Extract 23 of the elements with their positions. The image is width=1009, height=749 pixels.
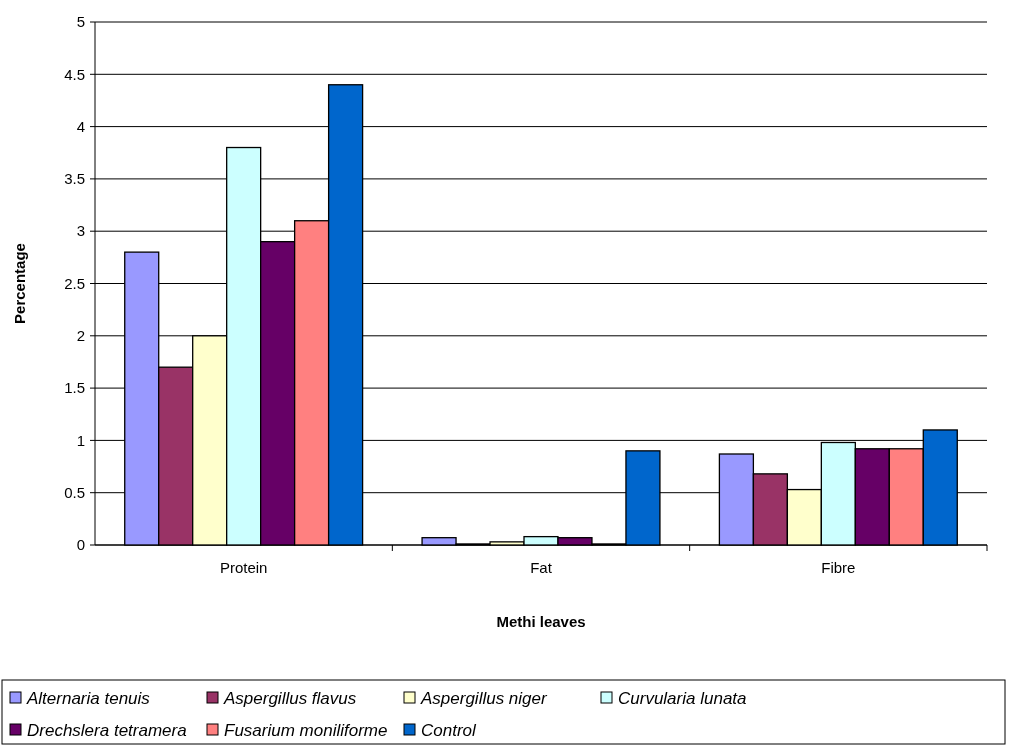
y-tick-label: 1.5	[64, 379, 85, 397]
x-tick-label: Fat	[530, 559, 553, 576]
x-tick-label: Protein	[219, 559, 268, 576]
y-tick-label: 2.5	[64, 274, 85, 292]
y-tick-label: 0.5	[64, 483, 85, 501]
legend-label: Fusarium moniliforme	[224, 720, 388, 740]
y-tick-label: 3.5	[64, 170, 85, 188]
y-tick-label: 3	[76, 222, 85, 240]
y-tick-label: 2	[76, 327, 85, 345]
x-axis-title: Methi leaves	[496, 613, 586, 630]
legend-label: Alternaria tenuis	[26, 688, 151, 708]
y-tick-label: 4.5	[64, 65, 85, 83]
legend-label: Drechslera tetramera	[27, 720, 187, 740]
legend-label: Control	[421, 720, 478, 740]
legend-label: Aspergillus flavus	[223, 688, 357, 708]
y-tick-label: 0	[76, 536, 85, 554]
legend-label: Curvularia lunata	[618, 688, 747, 708]
y-tick-label: 4	[76, 117, 85, 135]
y-tick-label: 5	[76, 13, 85, 31]
x-tick-label: Fibre	[821, 559, 856, 576]
y-tick-label: 1	[76, 431, 85, 449]
y-axis-title: Percentage	[11, 243, 28, 324]
legend-label: Aspergillus niger	[420, 688, 549, 708]
